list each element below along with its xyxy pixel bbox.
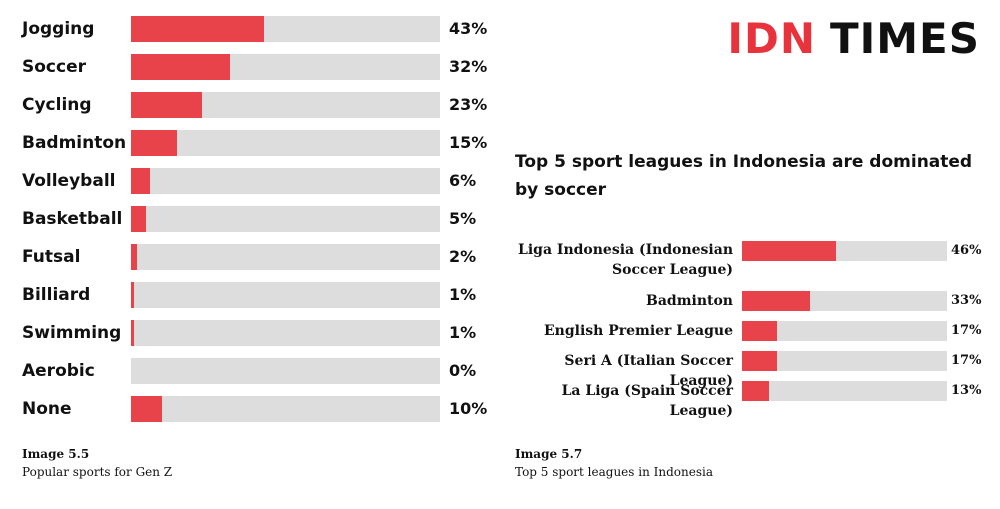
bar-row: Billiard 1%	[0, 282, 500, 308]
bar-track	[131, 168, 440, 194]
bar	[742, 351, 777, 371]
bar-track	[742, 321, 947, 341]
bar	[131, 244, 138, 270]
category-label: Seri A (Italian Soccer League)	[564, 353, 733, 389]
category-label: La Liga (Spain Soccer League)	[561, 383, 733, 419]
bar	[131, 54, 230, 80]
category-label: Badminton	[22, 133, 127, 153]
bar-track	[131, 92, 440, 118]
bar-track	[131, 206, 440, 232]
value-label: 46%	[951, 243, 982, 258]
bar-track	[742, 241, 947, 261]
popular-sports-chart: Jogging 43% Soccer 32% Cycling 23% Badminton 15…	[0, 0, 500, 440]
bar-track	[742, 351, 947, 371]
bar-track	[742, 291, 947, 311]
value-label: 43%	[449, 19, 488, 38]
bar	[742, 381, 769, 401]
category-label: Swimming	[22, 323, 122, 343]
right-caption-number: Image 5.7	[515, 447, 583, 461]
value-label: 17%	[951, 353, 982, 368]
category-label: Futsal	[22, 247, 81, 267]
sport-leagues-chart: Top 5 sport leagues in Indonesia are dom…	[505, 0, 1000, 440]
bar-row: Jogging 43%	[0, 16, 500, 42]
bar-row: Volleyball 6%	[0, 168, 500, 194]
bar-track	[131, 396, 440, 422]
category-label: Basketball	[22, 209, 123, 229]
category-label: Volleyball	[22, 171, 116, 191]
bar-track	[131, 54, 440, 80]
bar	[131, 130, 178, 156]
idn-times-logo: IDN TIMES	[727, 14, 980, 63]
category-label: Soccer	[22, 57, 86, 77]
left-caption-text: Popular sports for Gen Z	[22, 465, 173, 479]
value-label: 13%	[951, 383, 982, 398]
left-caption-number: Image 5.5	[22, 447, 90, 461]
chart-title: Top 5 sport leagues in Indonesia are dom…	[515, 152, 973, 200]
bar-row: None 10%	[0, 396, 500, 422]
logo-idn-text: IDN	[727, 14, 816, 63]
bar-track	[131, 320, 440, 346]
value-label: 23%	[449, 95, 488, 114]
category-label: Aerobic	[22, 361, 95, 381]
category-label: Cycling	[22, 95, 92, 115]
bar-row: Aerobic 0%	[0, 358, 500, 384]
category-label: Billiard	[22, 285, 91, 305]
bar-track	[131, 358, 440, 384]
value-label: 1%	[449, 285, 477, 304]
value-label: 15%	[449, 133, 488, 152]
value-label: 6%	[449, 171, 477, 190]
bar-track	[131, 130, 440, 156]
bar	[131, 206, 147, 232]
bar-track	[131, 282, 440, 308]
value-label: 32%	[449, 57, 488, 76]
value-label: 33%	[951, 293, 982, 308]
bar	[131, 320, 135, 346]
value-label: 5%	[449, 209, 477, 228]
bar-row: Badminton 15%	[0, 130, 500, 156]
category-label: Jogging	[22, 19, 95, 39]
bar	[742, 291, 810, 311]
category-label: Badminton	[646, 293, 733, 309]
bar	[131, 168, 150, 194]
value-label: 10%	[449, 399, 488, 418]
value-label: 1%	[449, 323, 477, 342]
bar-row: Cycling 23%	[0, 92, 500, 118]
value-label: 0%	[449, 361, 477, 380]
bar	[131, 396, 162, 422]
bar-row: Futsal 2%	[0, 244, 500, 270]
value-label: 2%	[449, 247, 477, 266]
category-label: Liga Indonesia (Indonesian Soccer League…	[518, 242, 733, 278]
value-label: 17%	[951, 323, 982, 338]
right-caption: Image 5.7 Top 5 sport leagues in Indones…	[515, 445, 713, 481]
category-label: English Premier League	[543, 323, 733, 339]
bar	[742, 241, 837, 261]
bar-track	[131, 16, 440, 42]
bar	[131, 92, 203, 118]
bar-track	[131, 244, 440, 270]
bar-row: Swimming 1%	[0, 320, 500, 346]
bar-track	[742, 381, 947, 401]
bar-row: Soccer 32%	[0, 54, 500, 80]
logo-times-text: TIMES	[829, 14, 980, 63]
bar	[742, 321, 777, 341]
bar-row: Basketball 5%	[0, 206, 500, 232]
bar	[131, 16, 264, 42]
category-label: None	[22, 399, 72, 419]
left-caption: Image 5.5 Popular sports for Gen Z	[22, 445, 172, 481]
right-caption-text: Top 5 sport leagues in Indonesia	[515, 465, 713, 479]
bar	[131, 282, 135, 308]
